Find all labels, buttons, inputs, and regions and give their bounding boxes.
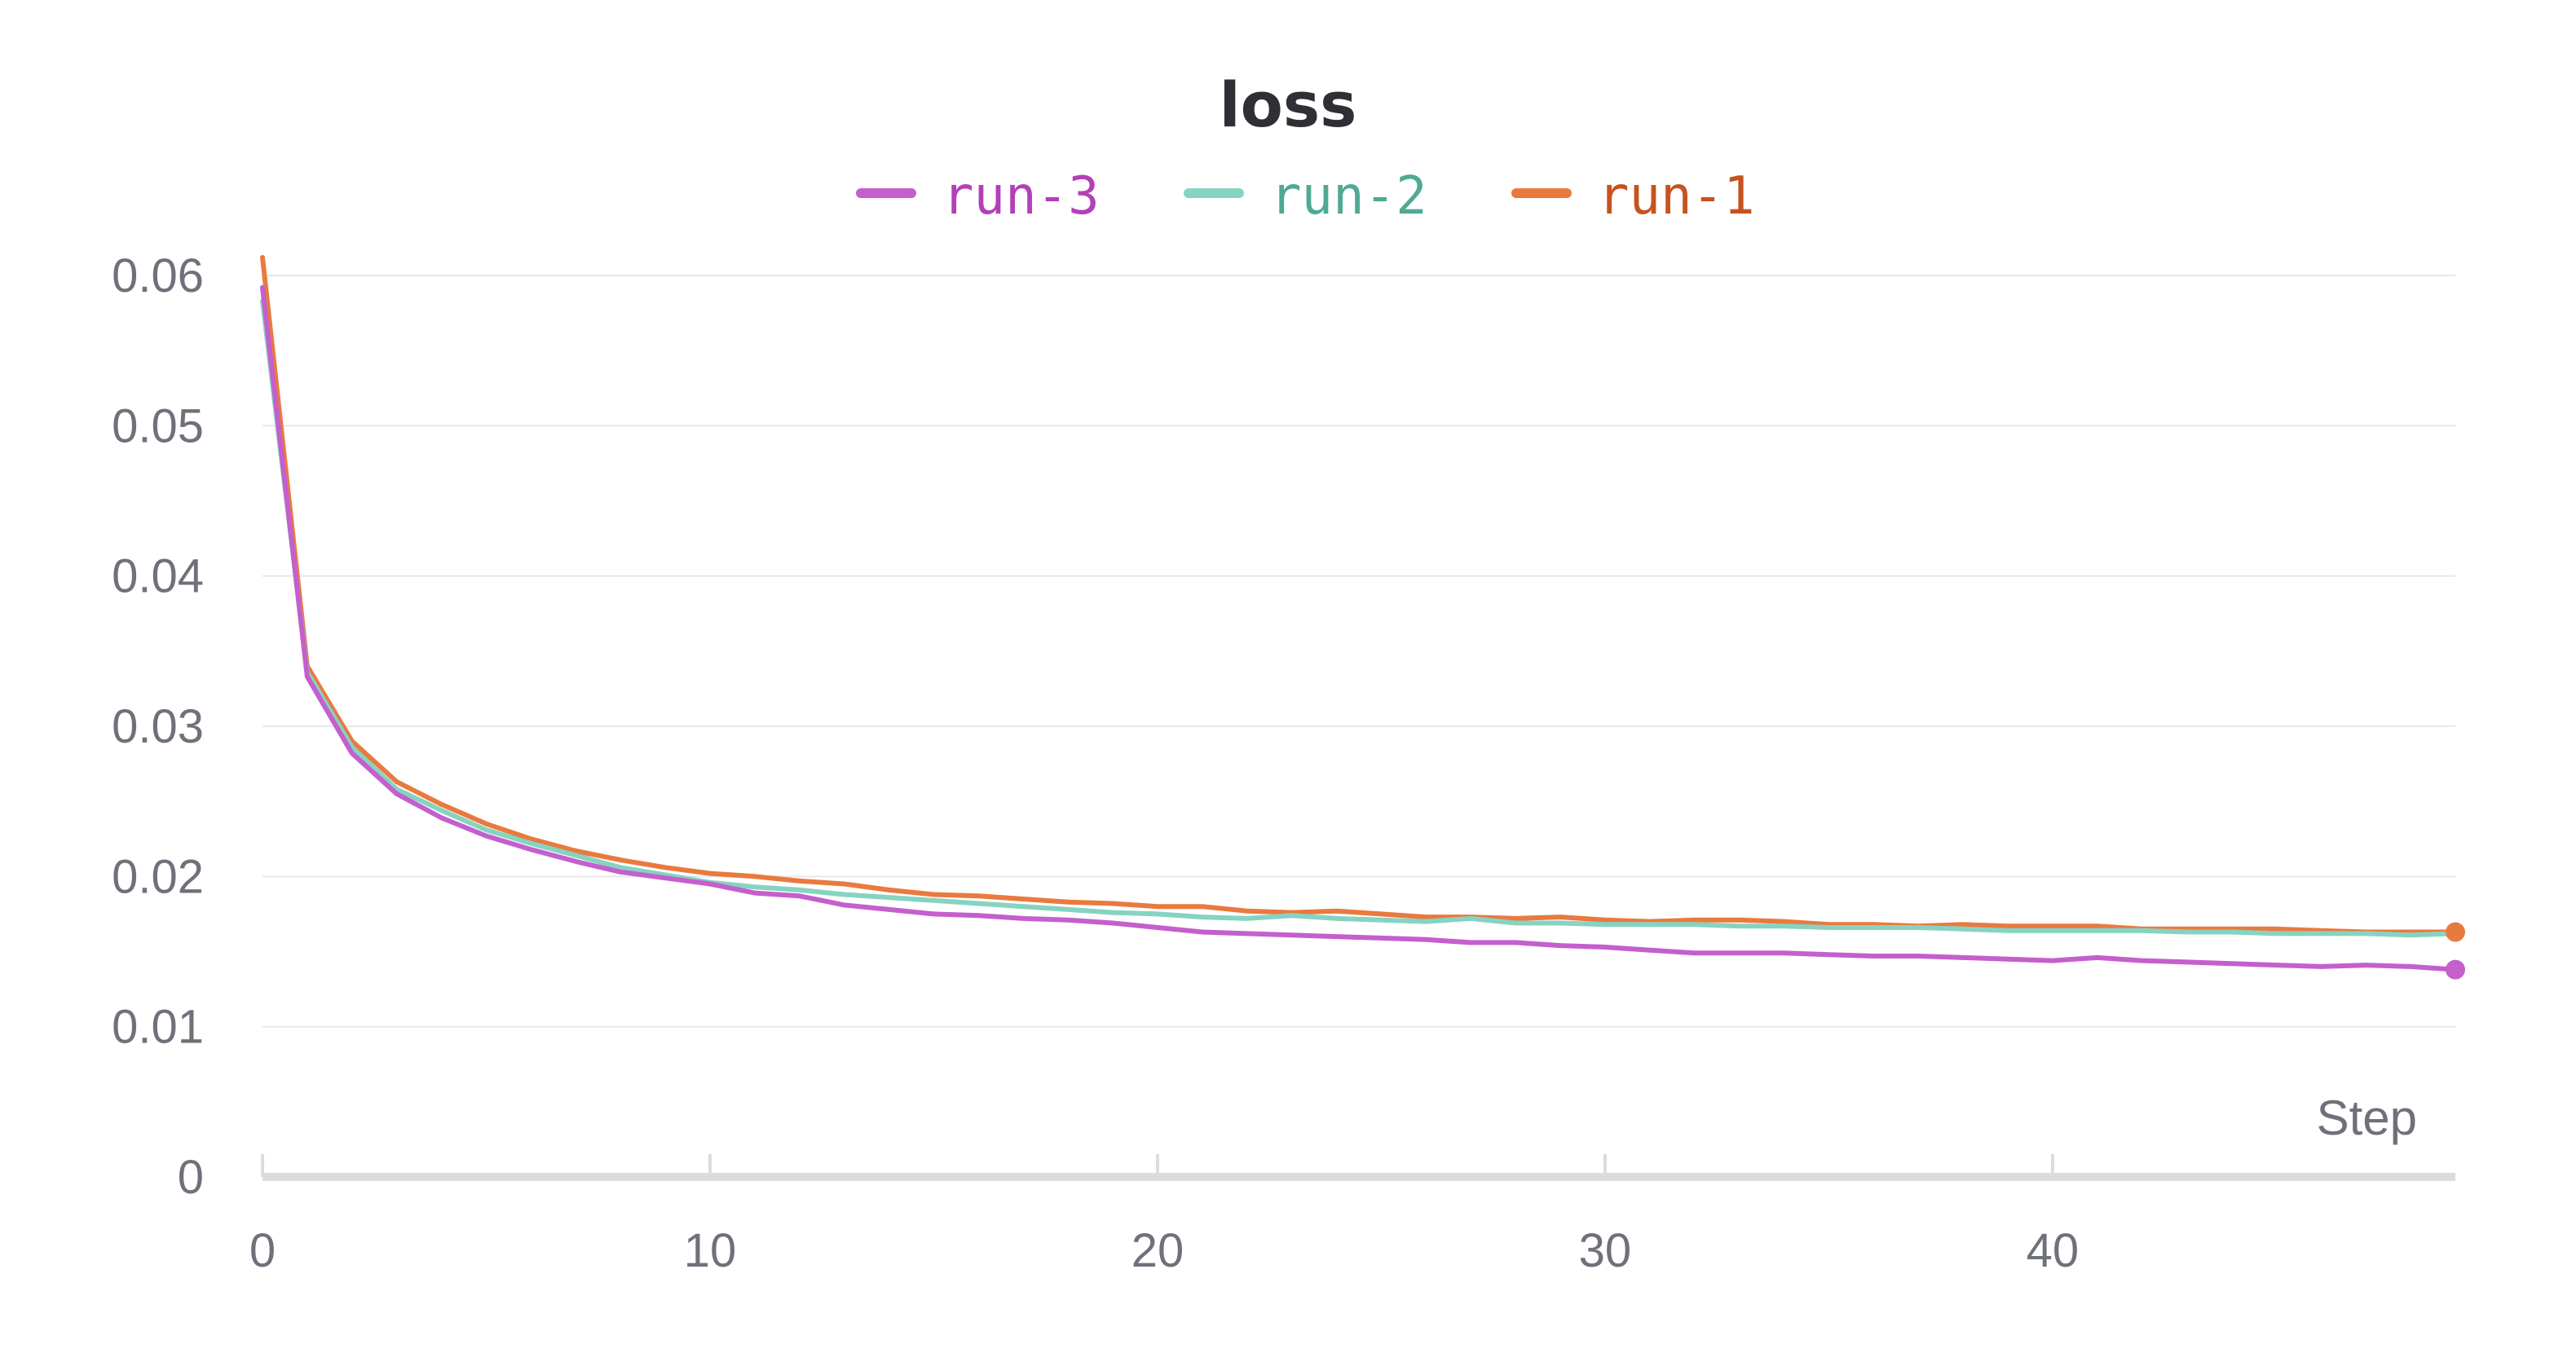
chart-legend: run-3 run-2 run-1	[856, 166, 1755, 227]
legend-label-run-2: run-2	[1270, 166, 1427, 227]
x-axis-label: Step	[2317, 1091, 2417, 1145]
x-axis: 0 10 20 30 40	[249, 1154, 2455, 1277]
y-tick-label: 0.04	[112, 550, 204, 603]
x-tick-label: 40	[2027, 1224, 2080, 1277]
x-tick-label: 30	[1579, 1224, 1632, 1277]
legend-label-run-3: run-3	[942, 166, 1100, 227]
legend-label-run-1: run-1	[1598, 166, 1755, 227]
y-tick-label: 0.06	[112, 249, 204, 302]
series-line-run-3	[260, 284, 2458, 972]
series-line-run-1	[260, 254, 2458, 935]
y-tick-label: 0	[178, 1151, 204, 1204]
end-point-run-3	[2446, 959, 2465, 980]
chart-title: loss	[1220, 68, 1357, 141]
x-tick-label: 10	[684, 1224, 737, 1277]
y-gridlines	[262, 275, 2455, 1028]
y-tick-label: 0.01	[112, 1001, 204, 1054]
series-line-run-2	[260, 298, 2458, 938]
y-axis: 0 0.01 0.02 0.03 0.04 0.05 0.06	[112, 249, 204, 1204]
y-tick-label: 0.02	[112, 850, 204, 903]
y-tick-label: 0.05	[112, 399, 204, 452]
end-point-run-1	[2446, 922, 2465, 942]
x-tick-label: 20	[1131, 1224, 1184, 1277]
x-tick-label: 0	[249, 1224, 276, 1277]
y-tick-label: 0.03	[112, 700, 204, 753]
series-lines	[260, 254, 2465, 980]
